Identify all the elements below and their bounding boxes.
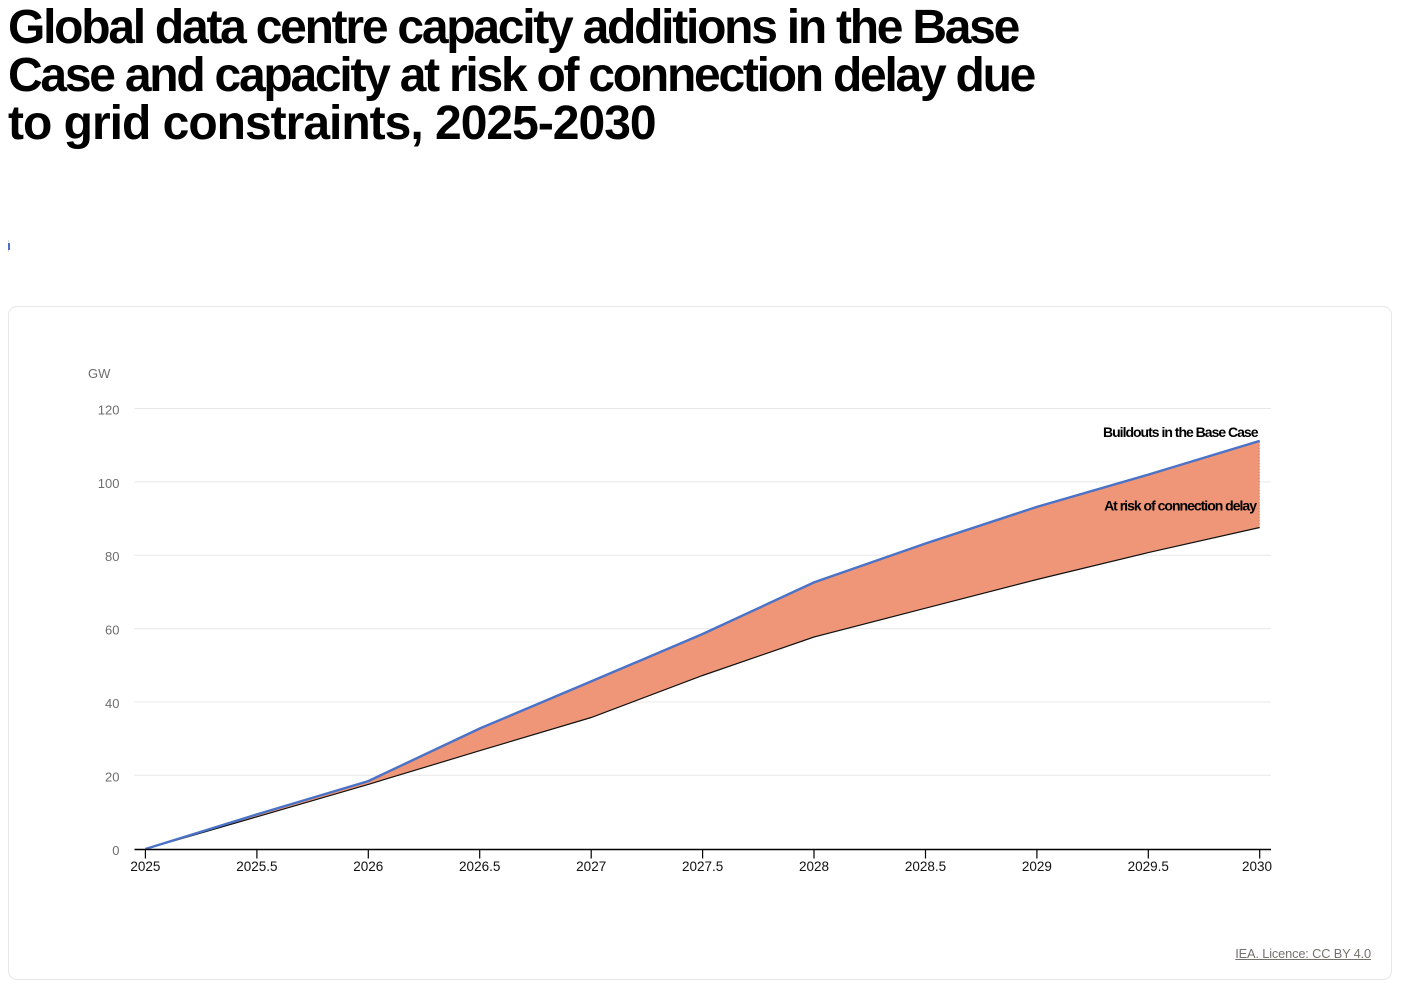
svg-text:2027.5: 2027.5 [682, 859, 723, 874]
svg-text:2029: 2029 [1022, 859, 1052, 874]
svg-text:2025: 2025 [130, 859, 160, 874]
svg-text:GW: GW [88, 366, 111, 381]
svg-text:80: 80 [105, 549, 119, 564]
svg-text:2028: 2028 [799, 859, 829, 874]
svg-text:At risk of connection delay: At risk of connection delay [1104, 498, 1257, 514]
svg-text:2027: 2027 [576, 859, 606, 874]
svg-text:2025.5: 2025.5 [236, 859, 277, 874]
svg-text:2030: 2030 [1242, 859, 1272, 874]
svg-text:0: 0 [112, 843, 119, 858]
svg-text:2028.5: 2028.5 [905, 859, 946, 874]
svg-text:2026: 2026 [353, 859, 383, 874]
svg-text:2026.5: 2026.5 [459, 859, 500, 874]
svg-text:100: 100 [98, 476, 120, 491]
svg-text:20: 20 [105, 769, 119, 784]
svg-text:60: 60 [105, 623, 119, 638]
svg-text:Buildouts in the Base Case: Buildouts in the Base Case [1103, 424, 1259, 440]
svg-text:40: 40 [105, 696, 119, 711]
svg-text:120: 120 [98, 402, 120, 417]
svg-text:2029.5: 2029.5 [1128, 859, 1169, 874]
